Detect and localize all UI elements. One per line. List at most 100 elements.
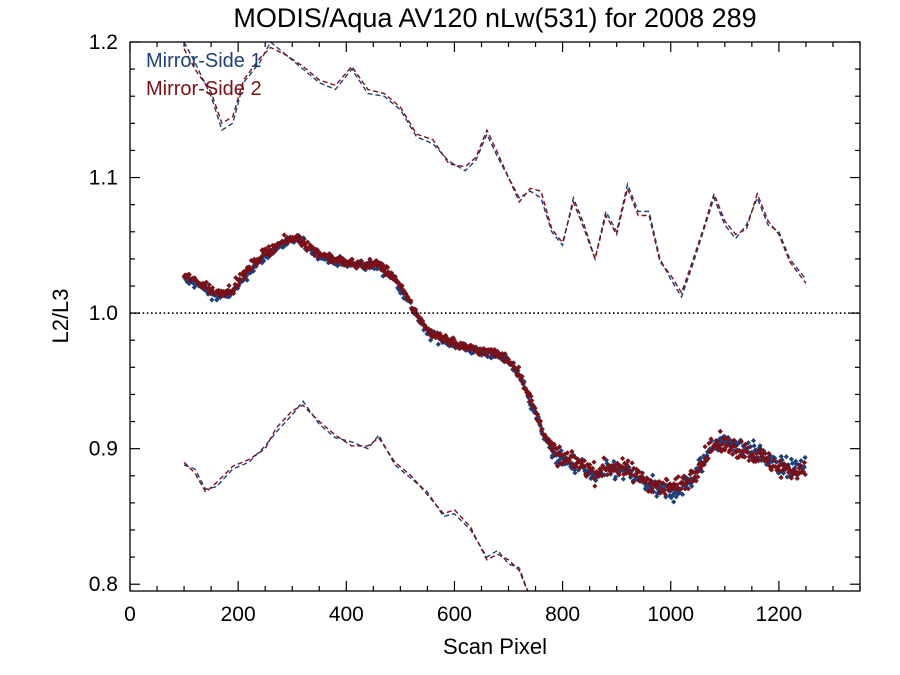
data-point: [504, 355, 510, 361]
data-point: [614, 460, 620, 466]
data-point: [215, 289, 221, 295]
data-point: [707, 446, 713, 452]
data-point: [566, 456, 572, 462]
data-point: [190, 279, 196, 286]
data-point: [397, 281, 403, 288]
data-point: [667, 481, 673, 487]
data-point: [621, 471, 627, 477]
data-point: [638, 474, 644, 480]
data-point: [716, 446, 722, 452]
data-point: [696, 457, 702, 463]
data-point: [582, 471, 589, 477]
data-point: [339, 261, 345, 268]
data-point: [709, 448, 715, 454]
data-point: [426, 326, 432, 332]
data-point: [617, 463, 623, 469]
data-point: [742, 441, 748, 447]
data-point: [628, 472, 634, 478]
y-tick-label: 1.2: [89, 31, 118, 54]
data-point: [442, 332, 449, 339]
data-point: [695, 474, 701, 480]
data-point: [405, 294, 411, 300]
data-point: [556, 450, 562, 456]
data-point: [564, 450, 571, 456]
data-point: [206, 282, 212, 288]
data-point: [768, 467, 775, 473]
data-point: [545, 439, 552, 445]
data-point: [740, 443, 746, 449]
legend-mirror-side-1: Mirror-Side 1: [146, 50, 262, 72]
data-point: [267, 252, 273, 258]
data-point: [797, 462, 803, 468]
data-point: [448, 338, 454, 344]
data-point: [760, 455, 767, 462]
data-point: [664, 477, 670, 483]
data-point: [393, 276, 399, 282]
data-point: [729, 440, 736, 446]
data-point: [614, 466, 620, 473]
data-point: [738, 438, 744, 444]
data-point: [544, 435, 550, 441]
data-point: [519, 373, 525, 379]
data-point: [751, 443, 757, 449]
data-point: [581, 463, 587, 470]
data-point: [690, 478, 696, 485]
data-point: [619, 455, 626, 462]
x-tick-label: 400: [329, 603, 364, 626]
data-point: [753, 458, 759, 464]
data-point: [579, 456, 585, 462]
data-point: [270, 250, 276, 256]
data-point: [680, 482, 686, 488]
data-point: [750, 437, 757, 444]
data-point: [510, 366, 516, 373]
data-point: [516, 364, 522, 370]
y-tick-label: 0.8: [89, 573, 118, 596]
x-tick-label: 0: [124, 603, 136, 626]
data-point: [537, 421, 543, 427]
data-point: [537, 418, 544, 424]
data-point: [745, 445, 751, 451]
data-point: [360, 260, 366, 266]
data-point: [665, 484, 671, 490]
data-point: [535, 411, 541, 418]
data-point: [700, 460, 706, 466]
data-point: [690, 469, 696, 475]
data-point: [675, 474, 681, 480]
data-point: [751, 454, 757, 460]
data-point: [261, 258, 267, 264]
data-point: [760, 447, 767, 454]
series-2-upper-envelope: [183, 46, 807, 295]
data-point: [737, 452, 743, 458]
data-point: [450, 335, 456, 341]
data-point: [757, 443, 763, 449]
data-point: [733, 439, 739, 445]
data-point: [779, 462, 785, 468]
data-point: [293, 237, 299, 243]
data-point: [249, 265, 255, 271]
data-point: [644, 483, 650, 489]
data-point: [661, 486, 667, 492]
data-point: [572, 470, 578, 476]
data-point: [593, 477, 599, 484]
data-point: [687, 471, 693, 477]
data-point: [592, 483, 598, 489]
data-point: [214, 297, 220, 303]
data-point: [220, 290, 226, 296]
data-point: [590, 475, 596, 481]
data-point: [200, 280, 206, 286]
data-point: [762, 450, 768, 456]
data-point: [530, 407, 537, 413]
x-tick-label: 1000: [647, 603, 694, 626]
data-point: [731, 437, 737, 443]
data-point: [776, 463, 782, 470]
data-point: [203, 279, 209, 285]
data-point: [529, 397, 535, 404]
data-point: [534, 416, 540, 422]
data-point: [786, 469, 792, 476]
data-point: [366, 261, 372, 267]
data-point: [639, 470, 646, 476]
data-point: [720, 436, 726, 442]
data-point: [708, 438, 715, 444]
data-point: [466, 344, 472, 351]
